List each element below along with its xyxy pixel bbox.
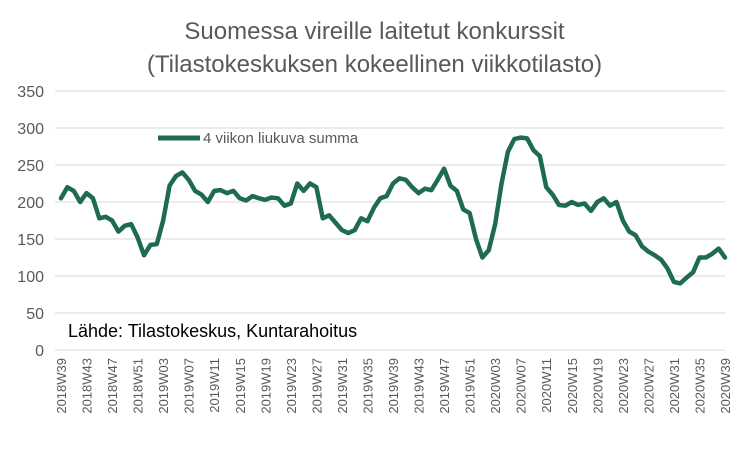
x-tick-label: 2020W39 [718,358,733,414]
x-tick-label: 2019W11 [207,358,222,413]
x-tick-label: 2019W43 [412,358,427,414]
y-tick-label: 300 [17,121,44,138]
x-tick-label: 2018W47 [105,358,120,414]
x-tick-label: 2020W23 [616,358,631,414]
legend-label: 4 viikon liukuva summa [203,130,359,147]
x-tick-label: 2019W03 [156,358,171,414]
y-tick-label: 150 [17,232,44,249]
x-tick-label: 2020W31 [667,358,682,414]
source-note: Lähde: Tilastokeskus, Kuntarahoitus [68,321,357,341]
y-tick-label: 350 [17,84,44,101]
x-tick-label: 2019W27 [309,358,324,414]
x-tick-label: 2019W23 [284,358,299,414]
x-tick-label: 2019W35 [360,358,375,414]
x-tick-label: 2020W03 [488,358,503,414]
x-tick-label: 2020W27 [641,358,656,414]
x-tick-label: 2020W07 [514,358,529,414]
x-tick-label: 2019W31 [335,358,350,414]
series-points [60,137,726,285]
chart-title: Suomessa vireille laitetut konkurssit [184,18,565,45]
y-tick-label: 0 [35,343,44,360]
x-tick-label: 2019W15 [233,358,248,414]
x-tick-label: 2019W39 [386,358,401,414]
x-tick-label: 2018W39 [54,358,69,414]
series-line [58,135,728,286]
x-tick-label: 2018W51 [131,358,146,414]
y-axis-ticks: 0 50 100 150 200 250 300 350 [17,84,44,360]
x-tick-label: 2020W11 [539,358,554,413]
x-tick-label: 2020W15 [565,358,580,414]
series-group [58,135,728,286]
x-tick-label: 2019W07 [182,358,197,414]
x-tick-label: 2019W47 [437,358,452,414]
legend: 4 viikon liukuva summa [158,130,359,147]
chart-subtitle: (Tilastokeskuksen kokeellinen viikkotila… [146,51,603,78]
y-tick-label: 50 [26,306,44,323]
x-tick-label: 2019W19 [258,358,273,414]
x-tick-label: 2019W51 [463,358,478,414]
y-tick-label: 100 [17,269,44,286]
x-tick-label: 2020W35 [692,358,707,414]
x-axis-ticks: 2018W39 2018W43 2018W47 2018W51 2019W03 2019W… [54,358,733,414]
y-tick-label: 200 [17,195,44,212]
y-tick-label: 250 [17,158,44,175]
x-tick-label: 2018W43 [80,358,95,414]
x-tick-label: 2020W19 [590,358,605,414]
